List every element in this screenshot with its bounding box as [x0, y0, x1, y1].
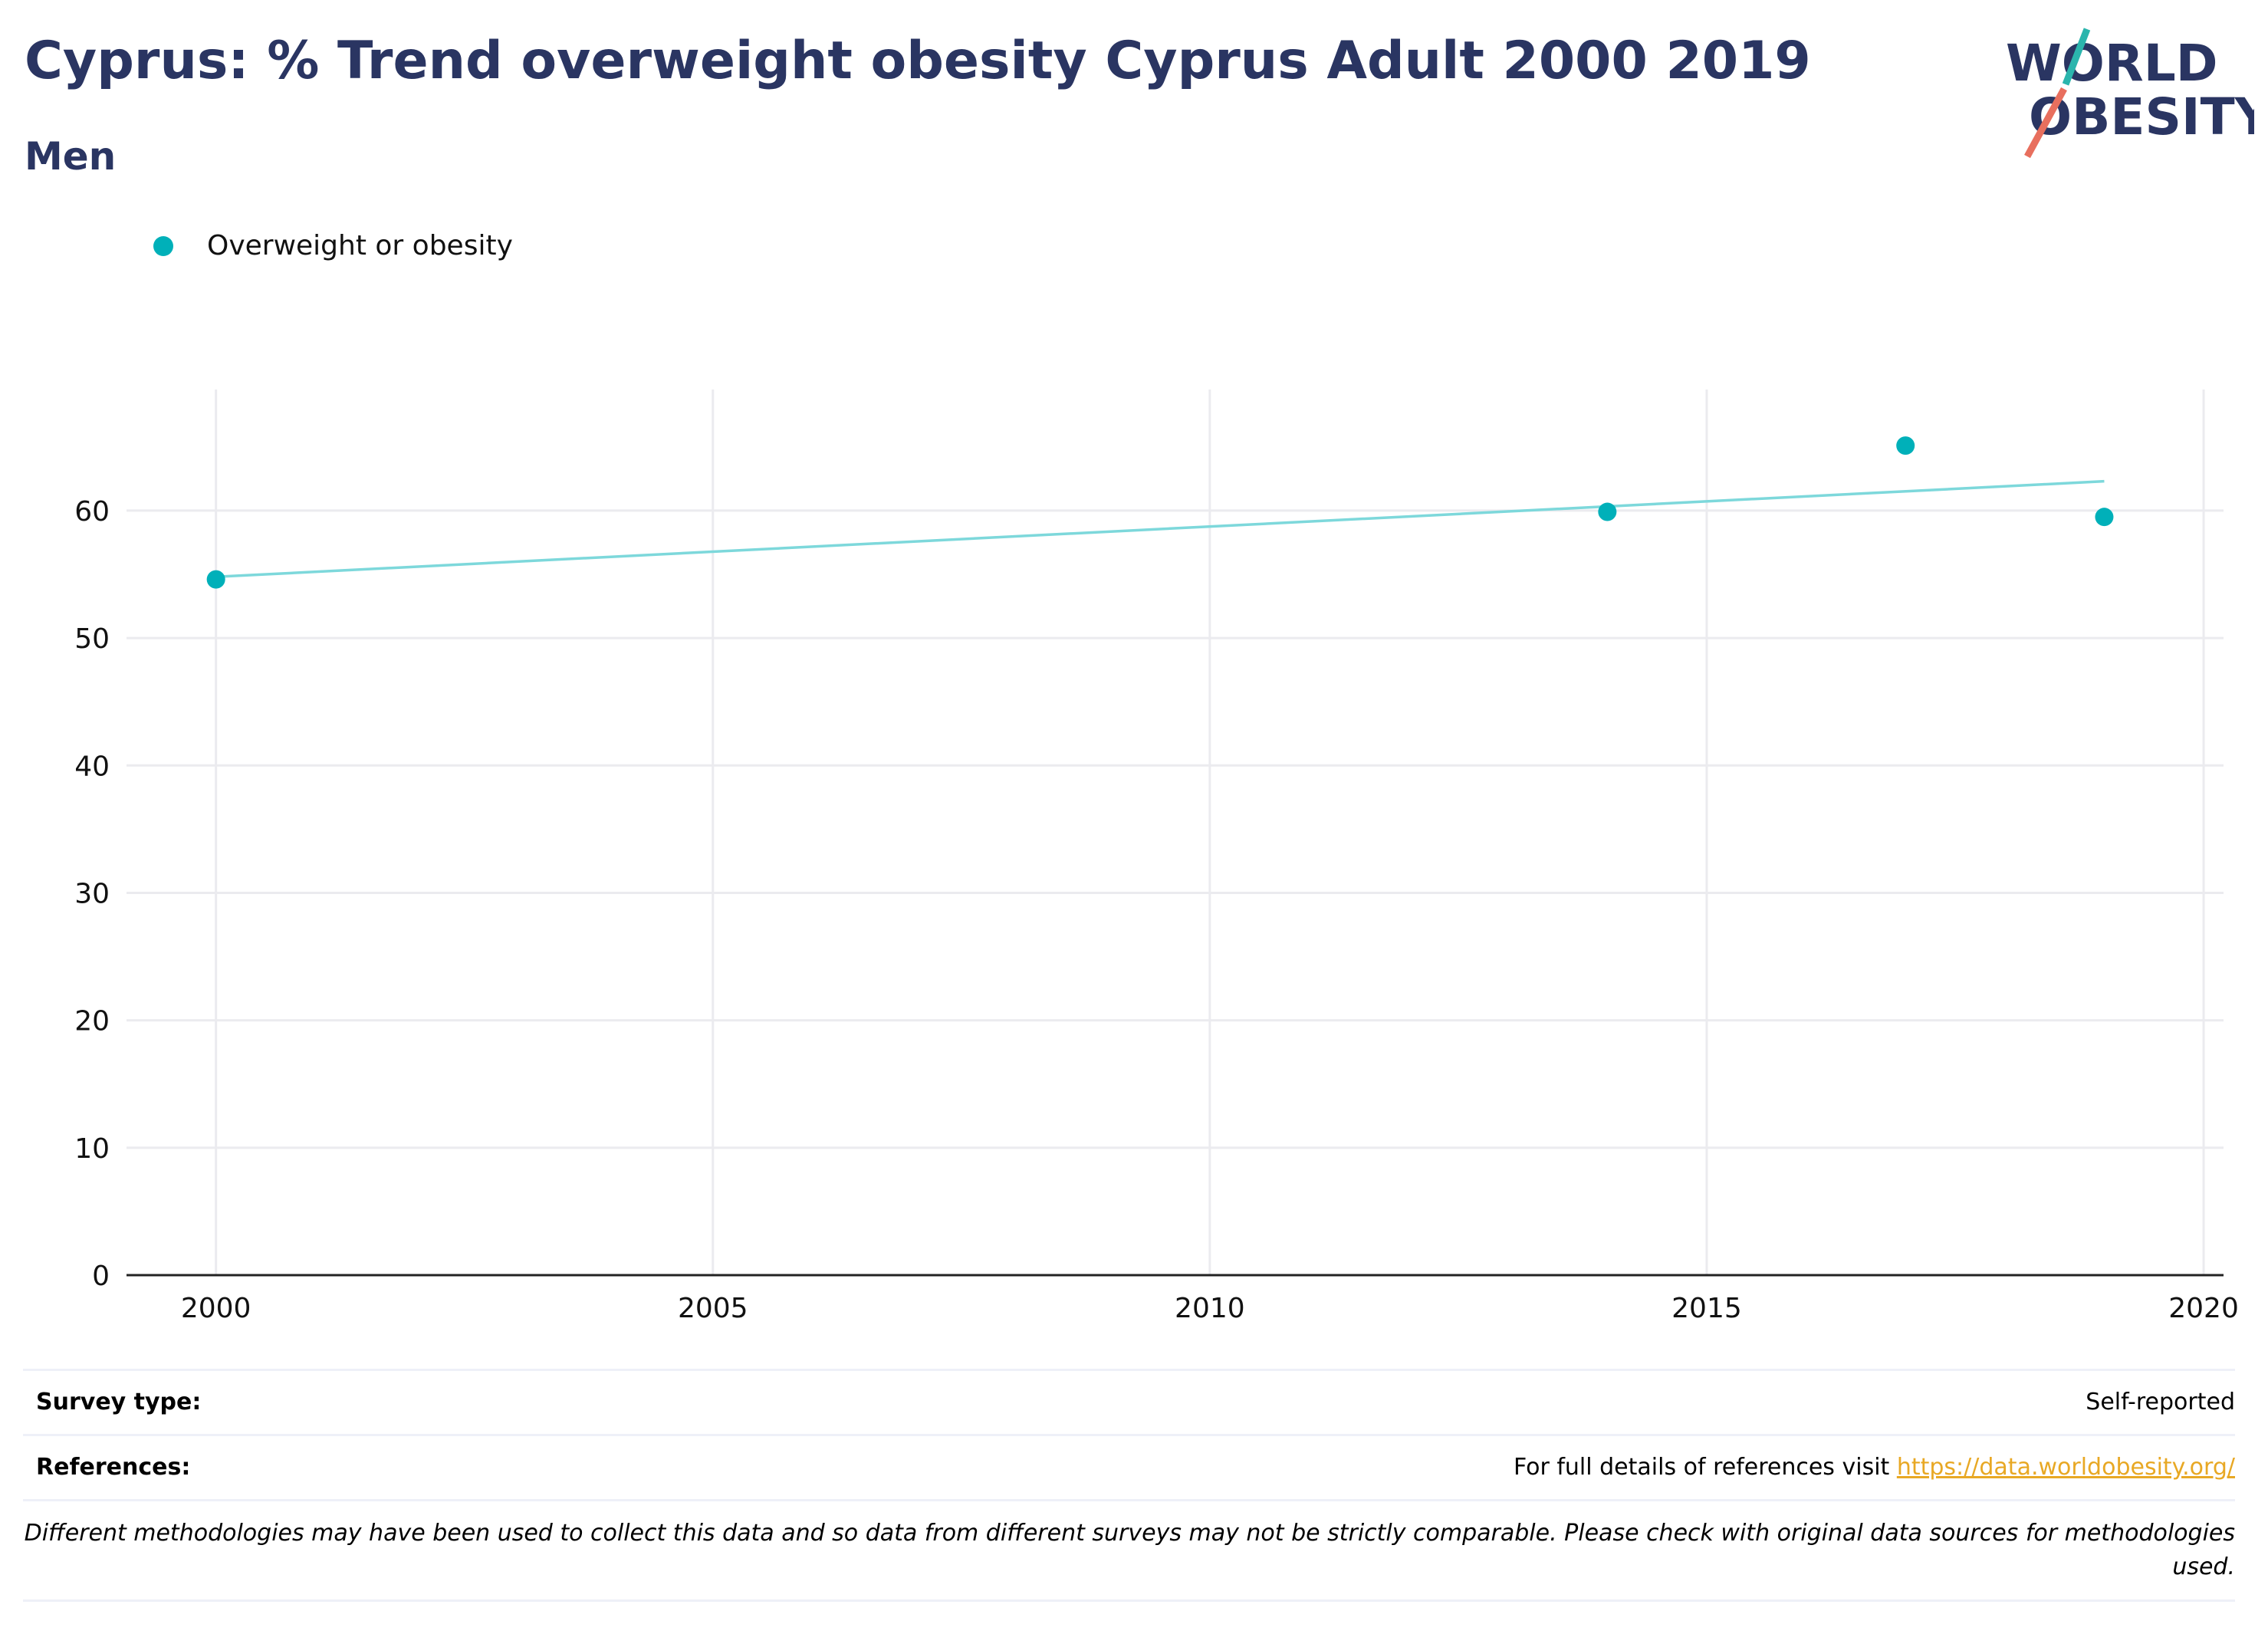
data-point	[2095, 508, 2114, 527]
y-tick-label: 0	[92, 1261, 110, 1292]
survey-type-value: Self-reported	[2086, 1389, 2235, 1415]
data-point	[1896, 436, 1915, 455]
x-tick-label: 2010	[1175, 1293, 1245, 1319]
world-obesity-logo: WORLD OBESITY	[2006, 28, 2254, 159]
marks	[206, 436, 2114, 589]
logo-line-obesity: OBESITY	[2029, 87, 2254, 146]
logo-line-world: WORLD	[2006, 34, 2218, 93]
axes: 0 10 20 30 40 50 60 2000 2005 2010 2015 2020	[74, 496, 2239, 1319]
data-point	[1598, 502, 1617, 521]
y-tick-label: 40	[74, 751, 110, 782]
references-value: For full details of references visit htt…	[1514, 1436, 2235, 1499]
chart-title: Cyprus: % Trend overweight obesity Cypru…	[25, 31, 1811, 91]
y-tick-label: 30	[74, 878, 110, 909]
legend-label: Overweight or obesity	[207, 230, 513, 261]
info-table: Survey type: Self-reported References: F…	[23, 1369, 2235, 1602]
references-text: For full details of references visit	[1513, 1454, 1897, 1481]
chart-subtitle: Men	[25, 134, 117, 179]
legend[interactable]: Overweight or obesity	[153, 230, 513, 261]
x-tick-label: 2000	[181, 1293, 251, 1319]
logo-slash-bottom	[2024, 87, 2067, 159]
trend-line	[215, 479, 2105, 579]
legend-marker-icon	[153, 235, 173, 256]
x-tick-label: 2005	[678, 1293, 748, 1319]
grid	[127, 390, 2224, 1275]
references-row: References: For full details of referenc…	[23, 1434, 2235, 1499]
survey-type-label: Survey type:	[36, 1389, 202, 1415]
y-tick-label: 50	[74, 623, 110, 655]
y-tick-label: 20	[74, 1006, 110, 1037]
methodology-disclaimer: Different methodologies may have been us…	[23, 1499, 2235, 1602]
data-point	[206, 570, 225, 589]
references-link[interactable]: https://data.worldobesity.org/	[1896, 1454, 2235, 1481]
references-label: References:	[36, 1454, 191, 1481]
y-tick-label: 60	[74, 496, 110, 528]
logo-slash-top	[2062, 28, 2091, 86]
y-tick-label: 10	[74, 1133, 110, 1165]
x-tick-label: 2015	[1671, 1293, 1742, 1319]
x-tick-label: 2020	[2168, 1293, 2239, 1319]
chart-plot: 0 10 20 30 40 50 60 2000 2005 2010 2015 2020	[74, 390, 2239, 1319]
survey-type-row: Survey type: Self-reported	[23, 1369, 2235, 1434]
